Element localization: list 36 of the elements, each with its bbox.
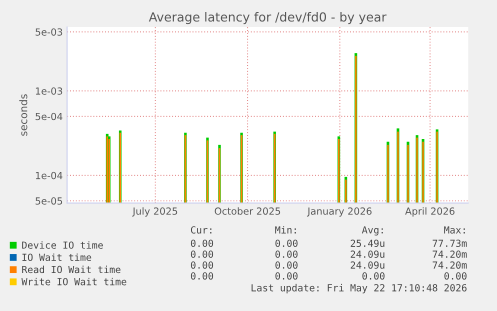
text: 0.00 bbox=[190, 261, 214, 269]
legend-label: IO Wait time bbox=[22, 253, 92, 261]
text: Last update: Fri May 22 17:10:48 2026 bbox=[252, 284, 467, 294]
x-tick-label: April 2026 bbox=[405, 207, 454, 217]
text: 0.00 bbox=[275, 250, 298, 258]
text: 24.09u bbox=[350, 250, 384, 258]
text: Max: bbox=[444, 226, 465, 234]
text: Cur: bbox=[190, 226, 212, 234]
text: 0.00 bbox=[362, 272, 385, 280]
text: 77.73m bbox=[432, 240, 467, 247]
y-tick-label: 1e-04 bbox=[36, 172, 62, 180]
text: Avg: bbox=[362, 226, 383, 236]
text: 0.00 bbox=[444, 272, 467, 280]
y-tick-label: 1e-03 bbox=[36, 87, 62, 95]
y-tick-label: 5e-05 bbox=[36, 197, 62, 205]
text: 25.49u bbox=[350, 240, 384, 247]
text: Min: bbox=[275, 226, 296, 234]
legend-label: Read IO Wait time bbox=[22, 266, 120, 274]
text: 0.00 bbox=[275, 261, 298, 269]
text: 24.09u bbox=[350, 261, 384, 269]
legend-label: Write IO Wait time bbox=[22, 278, 126, 286]
text: 0.00 bbox=[190, 272, 214, 280]
x-tick-label: January 2026 bbox=[306, 207, 372, 217]
y-tick-label: 5e-04 bbox=[36, 112, 62, 120]
chart-title: Average latency for /dev/fd0 - by year bbox=[148, 12, 386, 24]
text: 0.00 bbox=[275, 272, 298, 280]
text: 74.20m bbox=[432, 250, 467, 258]
x-tick-label: July 2025 bbox=[132, 207, 178, 217]
text: 0.00 bbox=[190, 240, 214, 247]
y-tick-label: 5e-03 bbox=[36, 28, 62, 36]
text: 0.00 bbox=[275, 240, 298, 247]
legend-label: Device IO time bbox=[22, 241, 103, 249]
text: 74.20m bbox=[432, 261, 467, 269]
y-axis-title: seconds bbox=[19, 94, 28, 136]
x-tick-label: October 2025 bbox=[214, 207, 280, 215]
text: 0.00 bbox=[190, 250, 214, 258]
